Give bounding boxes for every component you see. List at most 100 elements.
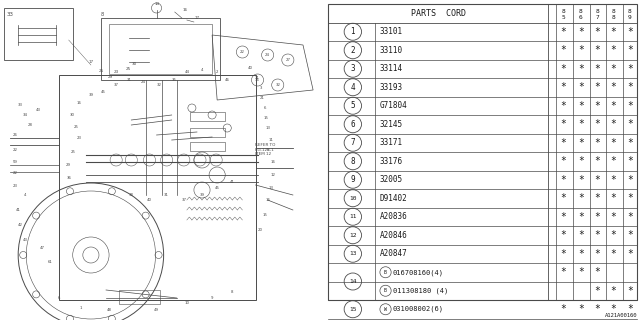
Text: *: * xyxy=(594,267,600,277)
Text: 23: 23 xyxy=(76,136,81,140)
Text: *: * xyxy=(611,156,616,166)
Text: 4: 4 xyxy=(351,83,355,92)
Text: 48: 48 xyxy=(107,308,111,312)
Text: *: * xyxy=(611,230,616,240)
Text: 31: 31 xyxy=(255,76,260,80)
Text: 25: 25 xyxy=(125,67,131,71)
Text: PARTS  CORD: PARTS CORD xyxy=(411,9,466,18)
Text: 12: 12 xyxy=(349,233,356,238)
Text: 4: 4 xyxy=(201,68,204,72)
Text: 45: 45 xyxy=(214,186,220,190)
Text: 6: 6 xyxy=(579,15,582,20)
Text: 46: 46 xyxy=(225,78,230,82)
Text: 31: 31 xyxy=(164,193,169,197)
Text: 43: 43 xyxy=(36,108,41,112)
Text: *: * xyxy=(594,304,600,314)
Text: *: * xyxy=(594,249,600,259)
Text: *: * xyxy=(611,82,616,92)
Text: 32145: 32145 xyxy=(380,120,403,129)
Text: 23: 23 xyxy=(13,184,18,188)
Text: *: * xyxy=(627,82,633,92)
Text: *: * xyxy=(578,82,584,92)
Text: *: * xyxy=(594,212,600,222)
Text: 34: 34 xyxy=(23,113,28,117)
Text: *: * xyxy=(561,304,566,314)
Text: 30: 30 xyxy=(70,113,76,117)
Text: *: * xyxy=(578,267,584,277)
Text: *: * xyxy=(594,119,600,129)
Text: 41: 41 xyxy=(15,208,20,212)
Text: 11: 11 xyxy=(349,214,356,219)
Text: 33: 33 xyxy=(18,103,22,107)
Text: *: * xyxy=(611,249,616,259)
Text: REFER TO
FIG.128-1
ITEM 12: REFER TO FIG.128-1 ITEM 12 xyxy=(255,143,275,156)
Text: 28: 28 xyxy=(28,123,33,127)
Text: *: * xyxy=(561,119,566,129)
Text: *: * xyxy=(627,175,633,185)
Text: *: * xyxy=(561,64,566,74)
Text: *: * xyxy=(561,249,566,259)
Text: *: * xyxy=(594,175,600,185)
Text: 8: 8 xyxy=(579,9,582,14)
Text: *: * xyxy=(578,27,584,37)
Text: 40: 40 xyxy=(248,66,253,70)
Text: A121A00160: A121A00160 xyxy=(604,313,637,318)
Text: *: * xyxy=(611,286,616,296)
Text: *: * xyxy=(627,64,633,74)
Text: 016708160(4): 016708160(4) xyxy=(393,269,444,276)
Text: 25: 25 xyxy=(99,69,104,73)
Text: *: * xyxy=(627,119,633,129)
Text: 14: 14 xyxy=(349,279,356,284)
Text: 16: 16 xyxy=(183,8,188,12)
Text: *: * xyxy=(627,212,633,222)
Text: *: * xyxy=(561,138,566,148)
Text: *: * xyxy=(561,45,566,55)
Text: 6: 6 xyxy=(264,106,266,110)
Text: *: * xyxy=(578,304,584,314)
Text: 5: 5 xyxy=(351,101,355,110)
Text: *: * xyxy=(578,64,584,74)
Text: 30: 30 xyxy=(131,62,136,66)
Text: *: * xyxy=(561,175,566,185)
Bar xyxy=(190,142,225,151)
Text: 6: 6 xyxy=(58,296,60,300)
Bar xyxy=(59,75,255,300)
Text: *: * xyxy=(561,212,566,222)
Text: *: * xyxy=(594,27,600,37)
Text: D91402: D91402 xyxy=(380,194,407,203)
Text: *: * xyxy=(611,212,616,222)
Text: 7: 7 xyxy=(351,138,355,147)
Text: 44: 44 xyxy=(184,70,189,74)
Text: 33101: 33101 xyxy=(380,27,403,36)
Text: *: * xyxy=(578,119,584,129)
Text: 8: 8 xyxy=(351,157,355,166)
Text: 011308180 (4): 011308180 (4) xyxy=(393,287,448,294)
Text: *: * xyxy=(611,175,616,185)
Text: *: * xyxy=(611,138,616,148)
Text: B: B xyxy=(384,270,387,275)
Text: 22: 22 xyxy=(13,171,18,175)
Text: 17: 17 xyxy=(89,60,94,64)
Text: 21: 21 xyxy=(260,96,265,100)
Text: *: * xyxy=(561,267,566,277)
Text: 20: 20 xyxy=(258,228,263,232)
Text: *: * xyxy=(594,82,600,92)
Text: *: * xyxy=(561,193,566,203)
Text: 8: 8 xyxy=(101,12,104,17)
Text: 41: 41 xyxy=(230,180,235,184)
Text: 24: 24 xyxy=(265,53,270,57)
Text: 9: 9 xyxy=(628,15,632,20)
Text: 39: 39 xyxy=(200,193,205,197)
Text: 33176: 33176 xyxy=(380,157,403,166)
Text: *: * xyxy=(611,101,616,111)
Text: 33110: 33110 xyxy=(380,46,403,55)
Text: 37: 37 xyxy=(181,198,186,202)
Text: 33: 33 xyxy=(7,12,14,17)
Text: *: * xyxy=(627,101,633,111)
Text: 33171: 33171 xyxy=(380,138,403,147)
Text: 33114: 33114 xyxy=(380,64,403,73)
Text: 39: 39 xyxy=(88,93,93,97)
Text: 35: 35 xyxy=(172,78,176,82)
Text: 2: 2 xyxy=(351,46,355,55)
Text: 26: 26 xyxy=(13,133,17,137)
